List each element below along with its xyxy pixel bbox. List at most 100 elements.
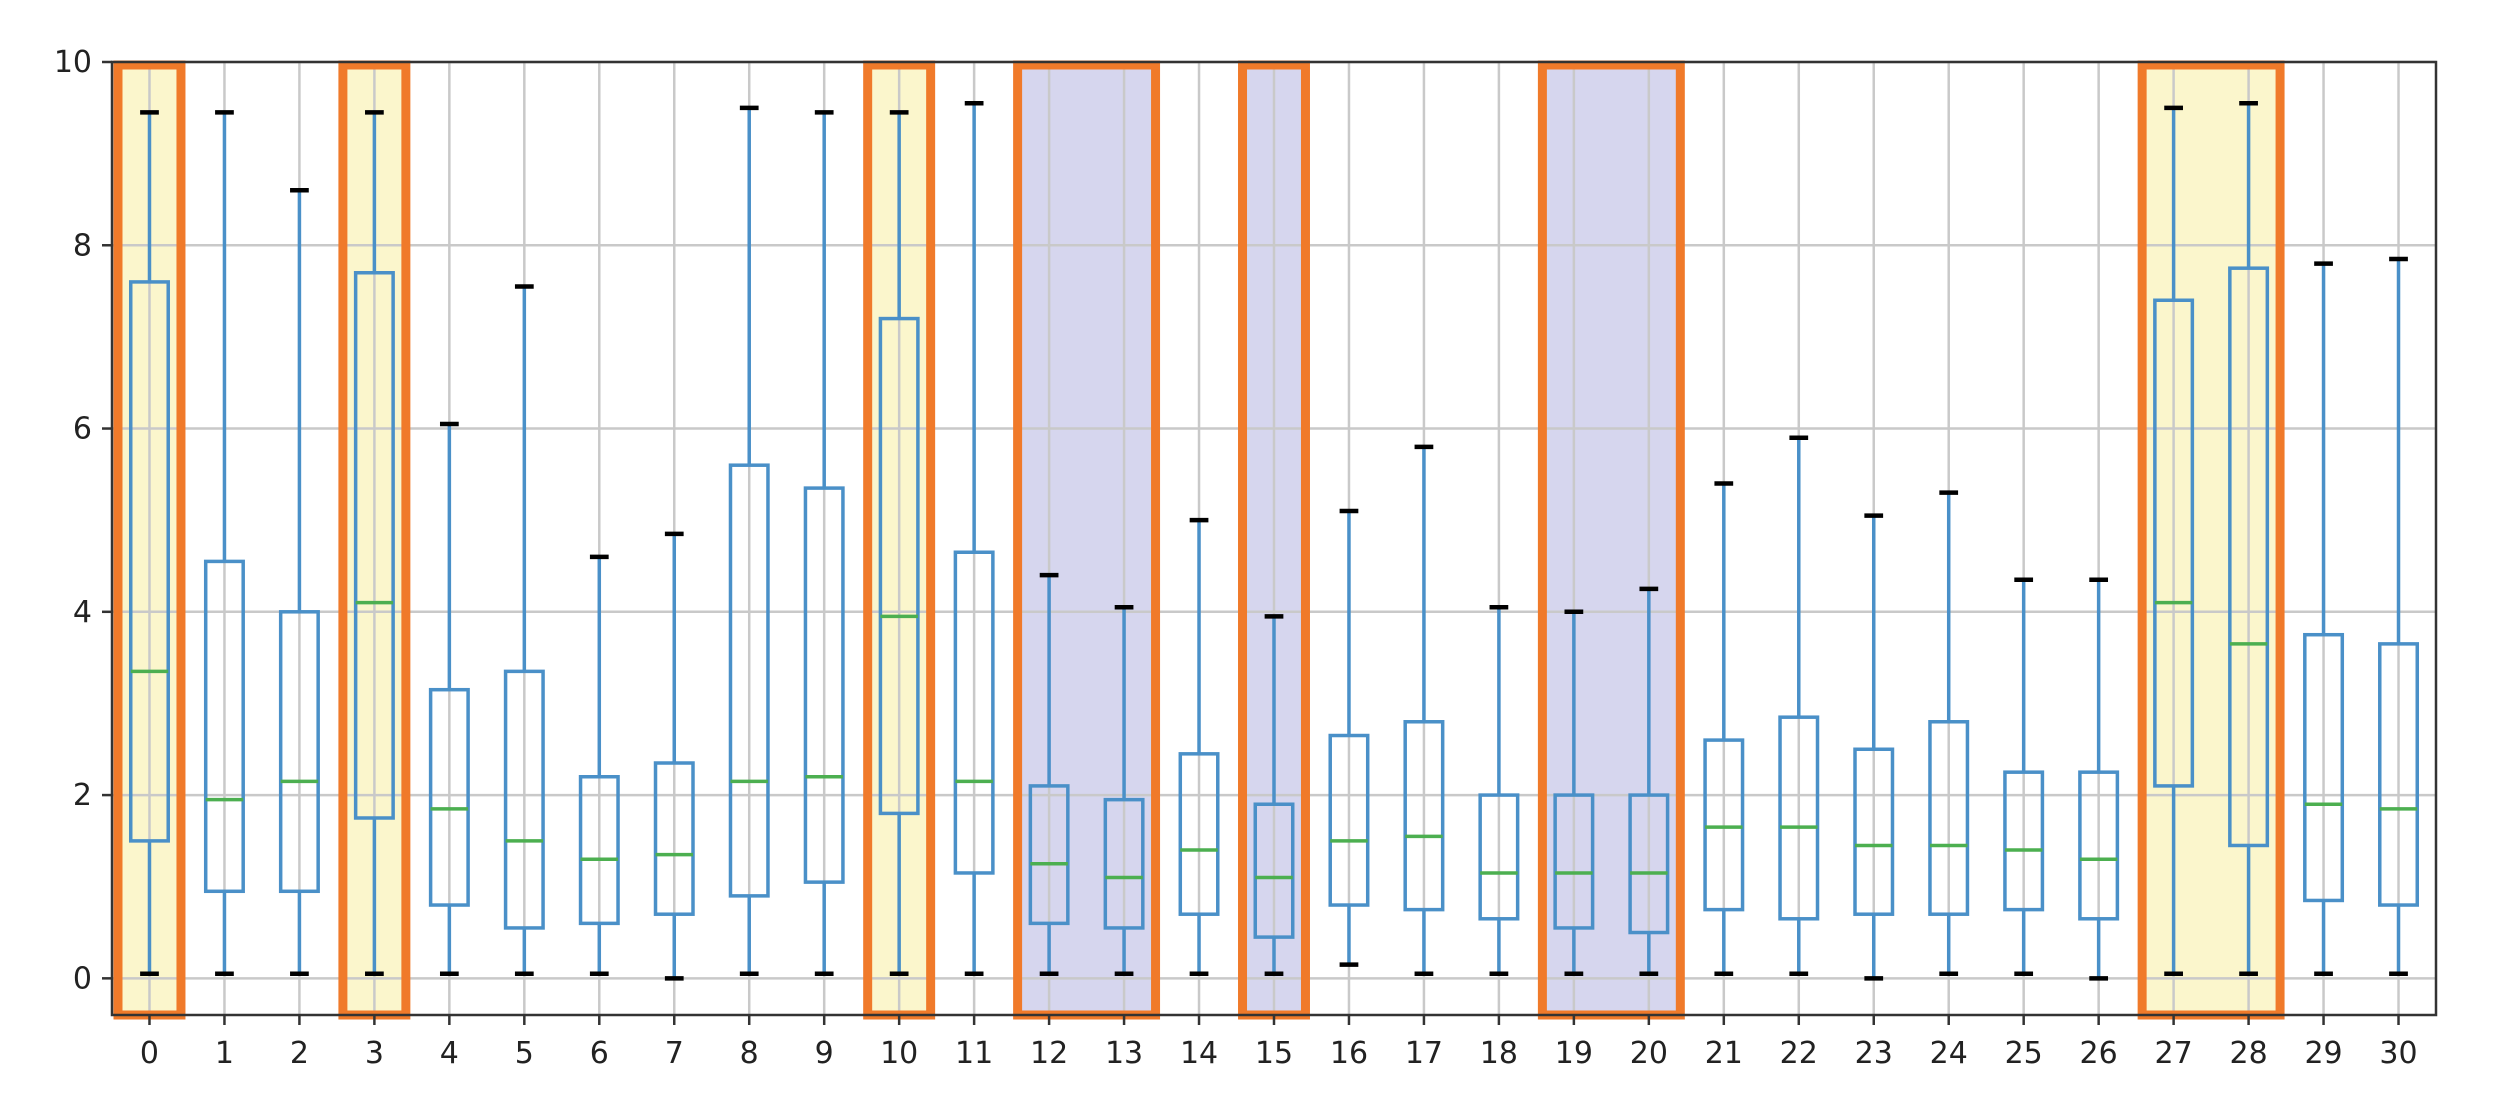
box-16 [1328, 508, 1370, 967]
box-5 [503, 284, 545, 977]
ytick-label-8: 8 [73, 228, 92, 263]
xtick-label-12: 12 [1030, 1036, 1068, 1071]
box-body-23 [1853, 747, 1895, 916]
box-0 [128, 110, 170, 977]
xtick-label-2: 2 [290, 1036, 309, 1071]
box-14 [1178, 517, 1220, 977]
box-18 [1478, 604, 1520, 977]
box-9 [803, 110, 845, 977]
box-body-13 [1103, 797, 1145, 930]
box-29 [2303, 261, 2345, 977]
box-13 [1103, 604, 1145, 977]
xtick-label-23: 23 [1855, 1036, 1893, 1071]
xtick-label-27: 27 [2155, 1036, 2193, 1071]
box-body-11 [953, 550, 995, 875]
xtick-label-16: 16 [1330, 1036, 1368, 1071]
box-23 [1853, 513, 1895, 981]
box-6 [578, 554, 620, 977]
box-body-12 [1028, 784, 1070, 926]
box-body-17 [1403, 720, 1445, 912]
grid-layer [112, 60, 2436, 1015]
box-body-18 [1478, 793, 1520, 921]
xtick-label-25: 25 [2005, 1036, 2043, 1071]
xtick-label-1: 1 [215, 1036, 234, 1071]
ytick-label-0: 0 [73, 961, 92, 996]
ytick-label-10: 10 [54, 45, 92, 80]
xtick-label-18: 18 [1480, 1036, 1518, 1071]
ytick-label-2: 2 [73, 778, 92, 813]
xtick-label-24: 24 [1930, 1036, 1968, 1071]
box-body-16 [1328, 733, 1370, 907]
box-body-8 [728, 463, 770, 898]
xtick-label-9: 9 [815, 1036, 834, 1071]
box-21 [1703, 481, 1745, 977]
box-22 [1778, 435, 1820, 977]
box-body-1 [203, 559, 245, 894]
xtick-label-0: 0 [140, 1036, 159, 1071]
xtick-label-15: 15 [1255, 1036, 1293, 1071]
box-body-27 [2153, 298, 2195, 788]
box-body-22 [1778, 715, 1820, 921]
ytick-label-4: 4 [73, 595, 92, 630]
box-10 [878, 110, 920, 977]
ytick-label-6: 6 [73, 412, 92, 447]
box-11 [953, 100, 995, 977]
xtick-label-30: 30 [2379, 1036, 2417, 1071]
box-25 [2003, 577, 2045, 977]
box-1 [203, 110, 245, 977]
xtick-label-3: 3 [365, 1036, 384, 1071]
xtick-label-11: 11 [955, 1036, 993, 1071]
xtick-label-17: 17 [1405, 1036, 1443, 1071]
box-body-5 [503, 669, 545, 930]
box-8 [728, 105, 770, 977]
box-body-0 [128, 280, 170, 843]
box-body-3 [353, 271, 395, 820]
box-body-21 [1703, 738, 1745, 912]
box-body-7 [653, 761, 695, 916]
xtick-label-26: 26 [2080, 1036, 2118, 1071]
xtick-label-8: 8 [740, 1036, 759, 1071]
xtick-label-14: 14 [1180, 1036, 1218, 1071]
highlight-fill-3 [1017, 65, 1156, 1015]
box-body-30 [2378, 642, 2420, 907]
box-15 [1253, 614, 1295, 977]
xtick-label-20: 20 [1630, 1036, 1668, 1071]
xtick-label-22: 22 [1780, 1036, 1818, 1071]
box-body-20 [1628, 793, 1670, 935]
box-28 [2228, 100, 2270, 977]
axes-layer [102, 60, 2438, 1025]
xtick-label-21: 21 [1705, 1036, 1743, 1071]
box-27 [2153, 105, 2195, 977]
box-24 [1928, 490, 1970, 977]
xtick-label-19: 19 [1555, 1036, 1593, 1071]
box-30 [2378, 256, 2420, 977]
box-body-24 [1928, 720, 1970, 916]
xtick-label-6: 6 [590, 1036, 609, 1071]
xtick-label-5: 5 [515, 1036, 534, 1071]
boxes-layer [128, 100, 2420, 981]
box-body-6 [578, 775, 620, 926]
box-2 [278, 188, 320, 977]
box-17 [1403, 444, 1445, 977]
box-body-28 [2228, 266, 2270, 848]
box-body-2 [278, 610, 320, 894]
xtick-label-10: 10 [880, 1036, 918, 1071]
xtick-label-28: 28 [2229, 1036, 2267, 1071]
box-body-29 [2303, 632, 2345, 903]
box-body-9 [803, 486, 845, 884]
box-body-14 [1178, 752, 1220, 916]
xtick-label-29: 29 [2304, 1036, 2342, 1071]
box-body-26 [2078, 770, 2120, 921]
box-19 [1553, 609, 1595, 977]
highlight-fill-5 [1542, 65, 1681, 1015]
box-body-15 [1253, 802, 1295, 939]
xtick-label-4: 4 [440, 1036, 459, 1071]
box-body-25 [2003, 770, 2045, 912]
highlight-fill-6 [2142, 65, 2281, 1015]
box-7 [653, 531, 695, 981]
box-20 [1628, 586, 1670, 977]
box-body-4 [428, 687, 470, 907]
